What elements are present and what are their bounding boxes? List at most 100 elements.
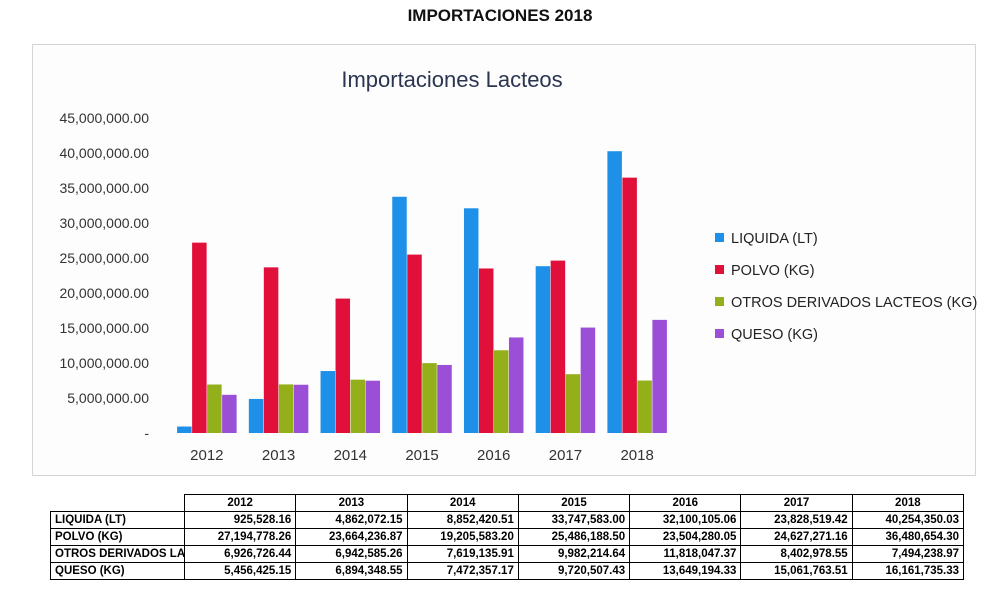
table-cell: 25,486,188.50 xyxy=(517,528,631,546)
y-tick-label: 20,000,000.00 xyxy=(59,285,149,301)
x-tick-label: 2018 xyxy=(620,447,653,464)
table-cell: 925,528.16 xyxy=(183,511,297,529)
table-cell: 5,456,425.15 xyxy=(183,562,297,580)
y-tick-label: 30,000,000.00 xyxy=(59,215,149,231)
legend-label: LIQUIDA (LT) xyxy=(731,231,818,247)
bar-queso-kg xyxy=(652,319,667,433)
bar-liquida-lt xyxy=(463,208,479,433)
bar-polvo-kg xyxy=(550,260,566,433)
bar-polvo-kg xyxy=(407,254,422,433)
table-cell: 11,818,047.37 xyxy=(629,545,742,563)
table-cell: 7,494,238.97 xyxy=(851,545,965,563)
bar-queso-kg xyxy=(508,337,524,433)
table-col-header: 2017 xyxy=(740,494,853,512)
table-row: LIQUIDA (LT) 925,528.16 4,862,072.15 8,8… xyxy=(50,511,965,529)
x-tick-label: 2017 xyxy=(549,447,582,464)
table-row-label: OTROS DERIVADOS LAC xyxy=(50,545,185,563)
table-cell: 24,627,271.16 xyxy=(740,528,853,546)
x-tick-label: 2015 xyxy=(405,447,438,464)
table-col-header: 2016 xyxy=(629,494,742,512)
y-tick-label: 25,000,000.00 xyxy=(59,250,149,266)
bar-queso-kg xyxy=(437,364,452,433)
legend-label: QUESO (KG) xyxy=(731,327,818,343)
table-header-row: 2012 2013 2014 2015 2016 2017 2018 xyxy=(50,494,965,512)
table-col-header: 2015 xyxy=(517,494,631,512)
bar-otros-derivados-lacteos-kg xyxy=(565,374,581,433)
page-title: IMPORTACIONES 2018 xyxy=(407,6,593,25)
table-row-label: QUESO (KG) xyxy=(50,562,185,580)
table-row: QUESO (KG) 5,456,425.15 6,894,348.55 7,4… xyxy=(50,562,965,580)
bar-polvo-kg xyxy=(622,177,637,433)
bar-liquida-lt xyxy=(535,266,551,433)
table-cell: 8,402,978.55 xyxy=(740,545,853,563)
table-cell: 23,664,236.87 xyxy=(295,528,408,546)
table-cell: 6,942,585.26 xyxy=(295,545,408,563)
table-cell: 6,894,348.55 xyxy=(295,562,408,580)
bar-polvo-kg xyxy=(192,242,207,433)
bar-queso-kg xyxy=(293,384,309,433)
bar-polvo-kg xyxy=(335,298,351,433)
x-tick-label: 2016 xyxy=(477,447,510,464)
bar-otros-derivados-lacteos-kg xyxy=(350,379,366,433)
bar-liquida-lt xyxy=(607,151,622,433)
table-col-header: 2014 xyxy=(406,494,519,512)
legend-swatch xyxy=(715,297,724,306)
table-cell: 23,504,280.05 xyxy=(629,528,742,546)
y-tick-label: 35,000,000.00 xyxy=(59,180,149,196)
bar-queso-kg xyxy=(222,394,237,433)
bar-otros-derivados-lacteos-kg xyxy=(637,380,652,433)
bar-queso-kg xyxy=(365,380,381,433)
table-cell: 16,161,735.33 xyxy=(851,562,965,580)
table-row: OTROS DERIVADOS LAC 6,926,726.44 6,942,5… xyxy=(50,545,965,563)
table-cell: 9,982,214.64 xyxy=(517,545,631,563)
table-row-label: POLVO (KG) xyxy=(50,528,185,546)
table-cell: 15,061,763.51 xyxy=(740,562,853,580)
table-cell: 8,852,420.51 xyxy=(406,511,519,529)
bar-polvo-kg xyxy=(478,268,494,433)
bar-otros-derivados-lacteos-kg xyxy=(493,350,509,433)
table-cell: 13,649,194.33 xyxy=(629,562,742,580)
legend-label: OTROS DERIVADOS LACTEOS (KG) xyxy=(731,295,977,311)
legend-swatch xyxy=(715,265,724,274)
table-col-header: 2018 xyxy=(851,494,965,512)
bar-liquida-lt xyxy=(392,196,407,433)
legend-label: POLVO (KG) xyxy=(731,263,815,279)
table-cell: 32,100,105.06 xyxy=(629,511,742,529)
bar-chart: Importaciones Lacteos - 5,000,000.00 10,000… xyxy=(59,67,977,464)
table-cell: 40,254,350.03 xyxy=(851,511,965,529)
table-cell: 33,747,583.00 xyxy=(517,511,631,529)
y-tick-label: 5,000,000.00 xyxy=(67,390,149,406)
table-cell: 6,926,726.44 xyxy=(183,545,297,563)
table-row-label: LIQUIDA (LT) xyxy=(50,511,185,529)
y-tick-label: 45,000,000.00 xyxy=(59,110,149,126)
x-tick-label: 2014 xyxy=(334,447,367,464)
x-tick-label: 2013 xyxy=(262,447,295,464)
bar-liquida-lt xyxy=(248,398,264,433)
x-tick-label: 2012 xyxy=(190,447,223,464)
legend-swatch xyxy=(715,329,724,338)
table-cell: 9,720,507.43 xyxy=(517,562,631,580)
bar-liquida-lt xyxy=(177,426,192,433)
table-cell: 19,205,583.20 xyxy=(406,528,519,546)
chart-frame: Importaciones Lacteos - 5,000,000.00 10,000… xyxy=(32,44,977,476)
table-cell: 7,472,357.17 xyxy=(406,562,519,580)
table-cell: 27,194,778.26 xyxy=(183,528,297,546)
bar-otros-derivados-lacteos-kg xyxy=(207,384,222,433)
y-tick-label: - xyxy=(144,425,149,441)
table-cell: 36,480,654.30 xyxy=(851,528,965,546)
table-cell: 7,619,135.91 xyxy=(406,545,519,563)
table-cell: 4,862,072.15 xyxy=(295,511,408,529)
table-col-header: 2012 xyxy=(183,494,297,512)
bar-otros-derivados-lacteos-kg xyxy=(278,384,294,433)
table-cell: 23,828,519.42 xyxy=(740,511,853,529)
table-col-header: 2013 xyxy=(295,494,408,512)
y-tick-label: 40,000,000.00 xyxy=(59,145,149,161)
bar-queso-kg xyxy=(580,327,596,433)
y-tick-label: 10,000,000.00 xyxy=(59,355,149,371)
bar-liquida-lt xyxy=(320,371,336,433)
table-row: POLVO (KG) 27,194,778.26 23,664,236.87 1… xyxy=(50,528,965,546)
table-corner-cell xyxy=(50,494,185,512)
bar-polvo-kg xyxy=(263,267,279,433)
legend-swatch xyxy=(715,233,724,242)
bar-otros-derivados-lacteos-kg xyxy=(422,363,437,433)
